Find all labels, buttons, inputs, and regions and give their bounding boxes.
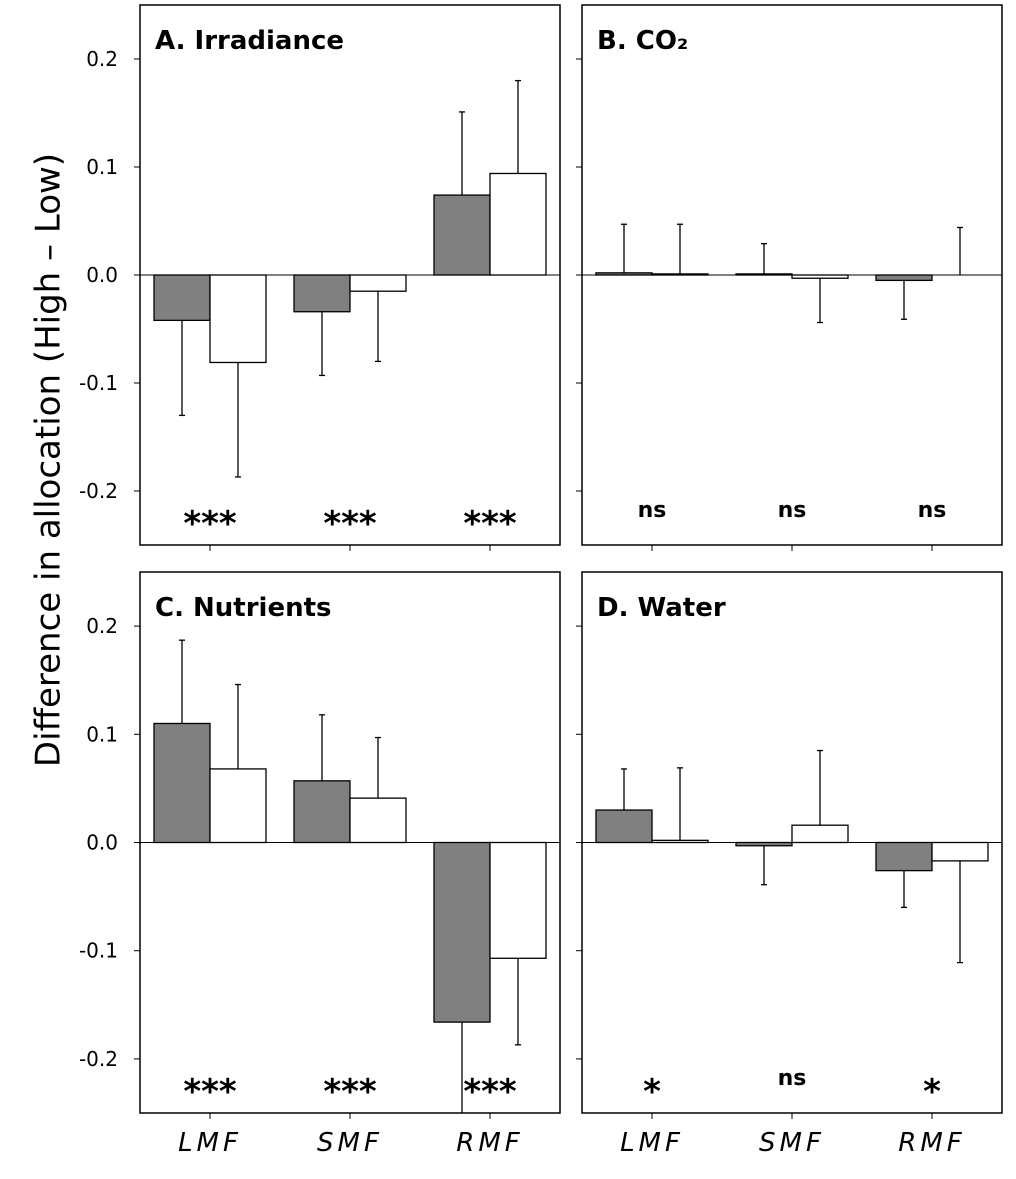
- y-tick-label: -0.2: [79, 1047, 118, 1071]
- bar: [651, 273, 709, 276]
- significance: *: [923, 1072, 941, 1112]
- significance: ***: [183, 504, 237, 544]
- bar: [433, 841, 491, 1023]
- panel-title: A. Irradiance: [155, 26, 344, 56]
- bar: [489, 172, 547, 276]
- bar: [349, 274, 407, 292]
- x-tick-label: LMF: [620, 1128, 684, 1158]
- y-tick-label: 0.2: [86, 47, 118, 71]
- x-tick-label: RMF: [898, 1128, 965, 1158]
- significance: ***: [463, 504, 517, 544]
- bar: [153, 274, 211, 322]
- bar: [791, 274, 849, 279]
- bar: [489, 841, 547, 959]
- bar: [875, 274, 933, 282]
- x-tick-label: SMF: [317, 1128, 383, 1158]
- bar: [735, 841, 793, 847]
- bar: [931, 841, 989, 862]
- significance: *: [643, 1072, 661, 1112]
- y-tick-label: 0.0: [86, 831, 118, 855]
- significance: ns: [638, 498, 667, 523]
- bar: [875, 841, 933, 872]
- y-tick-label: -0.1: [79, 939, 118, 963]
- panel-title: B. CO₂: [597, 26, 688, 56]
- x-tick-label: SMF: [759, 1128, 825, 1158]
- significance: ns: [918, 498, 947, 523]
- significance: ***: [183, 1072, 237, 1112]
- significance: ns: [778, 498, 807, 523]
- bar: [293, 274, 351, 313]
- y-tick-label: 0.1: [86, 155, 118, 179]
- bar: [651, 839, 709, 844]
- bar: [595, 809, 653, 844]
- bar: [735, 273, 793, 276]
- y-tick-label: 0.2: [86, 614, 118, 638]
- bar: [209, 274, 267, 364]
- y-tick-label: -0.1: [79, 371, 118, 395]
- significance: ***: [323, 504, 377, 544]
- y-tick-label: 0.0: [86, 263, 118, 287]
- bar: [153, 722, 211, 844]
- y-tick-label: -0.2: [79, 479, 118, 503]
- bar: [791, 824, 849, 844]
- bar: [433, 194, 491, 276]
- significance: ***: [323, 1072, 377, 1112]
- significance: ns: [778, 1066, 807, 1091]
- x-tick-label: LMF: [178, 1128, 242, 1158]
- bar: [595, 272, 653, 276]
- y-tick-label: 0.1: [86, 722, 118, 746]
- significance: ***: [463, 1072, 517, 1112]
- panel-title: D. Water: [597, 593, 726, 623]
- panel-title: C. Nutrients: [155, 593, 332, 623]
- bar: [349, 797, 407, 844]
- bar: [293, 780, 351, 844]
- y-axis-label: Difference in allocation (High – Low): [29, 153, 69, 767]
- x-tick-label: RMF: [456, 1128, 523, 1158]
- bar: [209, 768, 267, 844]
